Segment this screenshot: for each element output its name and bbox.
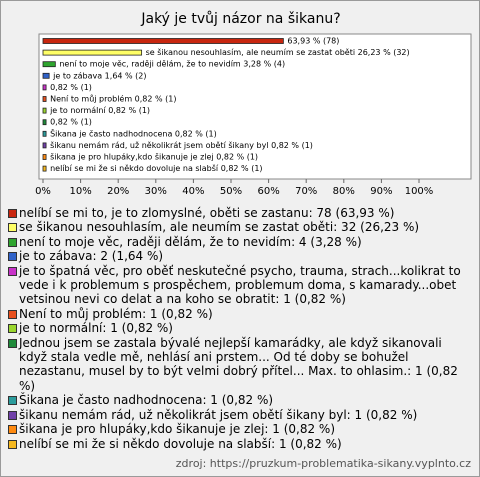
x-tick-label: 50%: [220, 186, 242, 197]
legend-label: nelíbí se mi to, je to zlomyslné, oběti …: [19, 206, 395, 220]
legend-item: je to zábava: 2 (1,64 %): [7, 249, 473, 263]
legend-label: Šikana je často nadhodnocena: 1 (0,82 %): [19, 393, 274, 408]
legend-swatch: [8, 223, 17, 233]
x-tick-label: 0%: [35, 186, 51, 197]
legend-label: Jednou jsem se zastala bývalé nejlepší k…: [19, 335, 458, 393]
bar: [42, 84, 47, 91]
x-tick-label: 70%: [295, 186, 317, 197]
bar: [42, 154, 47, 160]
legend-item: Jednou jsem se zastala bývalé nejlepší k…: [7, 336, 473, 394]
legend-item: nelíbí se mi to, je to zlomyslné, oběti …: [7, 206, 473, 220]
chart-title: Jaký je tvůj názor na šikanu?: [140, 11, 340, 27]
legend-item: Šikana je často nadhodnocena: 1 (0,82 %): [7, 393, 473, 407]
bar-label: Není to můj problém 0,82 % (1): [50, 94, 176, 104]
bar: [42, 142, 47, 149]
x-tick-label: 60%: [257, 186, 279, 197]
plot-area: [38, 33, 472, 180]
legend-swatch: [8, 338, 17, 348]
bar: [42, 130, 47, 137]
legend-swatch: [8, 252, 17, 262]
legend-swatch: [8, 324, 17, 334]
source: zdroj: https://pruzkum-problematika-sika…: [175, 457, 471, 470]
x-tick-label: 20%: [107, 186, 129, 197]
x-tick-label: 100%: [405, 186, 434, 197]
bar-label: Šikana je často nadhodnocena 0,82 % (1): [50, 127, 217, 138]
x-tick-label: 40%: [182, 186, 204, 197]
legend-swatch: [8, 209, 17, 218]
legend-swatch: [8, 396, 17, 406]
x-tick-label: 80%: [333, 186, 355, 197]
legend-item: nelíbí se mi že si někdo dovoluje na sla…: [7, 437, 473, 451]
legend-swatch: [8, 266, 17, 276]
bar: [42, 72, 50, 79]
bar-label: není to moje věc, raději dělám, že to ne…: [59, 60, 285, 69]
legend-label: Není to můj problém: 1 (0,82 %): [19, 306, 213, 321]
legend-item: Není to můj problém: 1 (0,82 %): [7, 307, 473, 321]
legend-item: není to moje věc, raději dělám, že to ne…: [7, 235, 473, 249]
legend-label: je to zábava: 2 (1,64 %): [19, 249, 164, 264]
legend-swatch: [8, 425, 17, 435]
bar-label: 0,82 % (1): [50, 83, 92, 92]
bar-label: se šikanou nesouhlasím, ale neumím se za…: [146, 47, 410, 57]
legend-label: je to špatná věc, pro oběť neskutečné ps…: [19, 263, 461, 307]
bar: [42, 61, 56, 68]
plot: Jaký je tvůj názor na šikanu? 0% 10% 20% 30…: [35, 11, 472, 197]
legend-swatch: [8, 439, 17, 449]
legend-item: se šikanou nesouhlasím, ale neumím se za…: [7, 220, 473, 234]
bar: [42, 165, 47, 172]
legend-swatch: [8, 237, 17, 247]
legend-label: se šikanou nesouhlasím, ale neumím se za…: [19, 220, 420, 235]
bar-label: 0,82 % (1): [50, 118, 92, 127]
bar-label: šikanu nemám rád, už několikrát jsem obě…: [50, 140, 313, 150]
legend-label: šikanu nemám rád, už několikrát jsem obě…: [19, 407, 418, 422]
legend-swatch: [8, 309, 17, 319]
legend-label: nelíbí se mi že si někdo dovoluje na sla…: [19, 436, 342, 451]
bar-label: šikana je pro hlupáky,kdo šikanuje je zl…: [50, 152, 258, 162]
bar-label: 63,93 % (78): [287, 37, 339, 46]
bar: [42, 107, 47, 114]
legend-label: šikana je pro hlupáky,kdo šikanuje je zl…: [19, 422, 336, 437]
legend-item: je to normální: 1 (0,82 %): [7, 321, 473, 335]
x-tick-label: 30%: [145, 186, 167, 197]
x-tick-label: 90%: [370, 186, 392, 197]
legend-swatch: [8, 410, 17, 420]
bar: [42, 49, 143, 56]
legend-label: není to moje věc, raději dělám, že to ne…: [19, 234, 362, 249]
legend-item: šikanu nemám rád, už několikrát jsem obě…: [7, 408, 473, 422]
bar-label: je to normální 0,82 % (1): [49, 106, 150, 115]
bar: [42, 96, 47, 102]
x-tick-label: 10%: [69, 186, 91, 197]
legend: nelíbí se mi to, je to zlomyslné, oběti …: [7, 206, 473, 451]
legend-label: je to normální: 1 (0,82 %): [19, 321, 173, 336]
bar-label: je to zábava 1,64 % (2): [52, 71, 146, 80]
legend-item: šikana je pro hlupáky,kdo šikanuje je zl…: [7, 422, 473, 436]
legend-item: je to špatná věc, pro oběť neskutečné ps…: [7, 264, 473, 307]
bar-label: nelíbí se mi že si někdo dovoluje na sla…: [50, 163, 262, 173]
bar: [42, 38, 284, 44]
bar: [42, 119, 47, 126]
